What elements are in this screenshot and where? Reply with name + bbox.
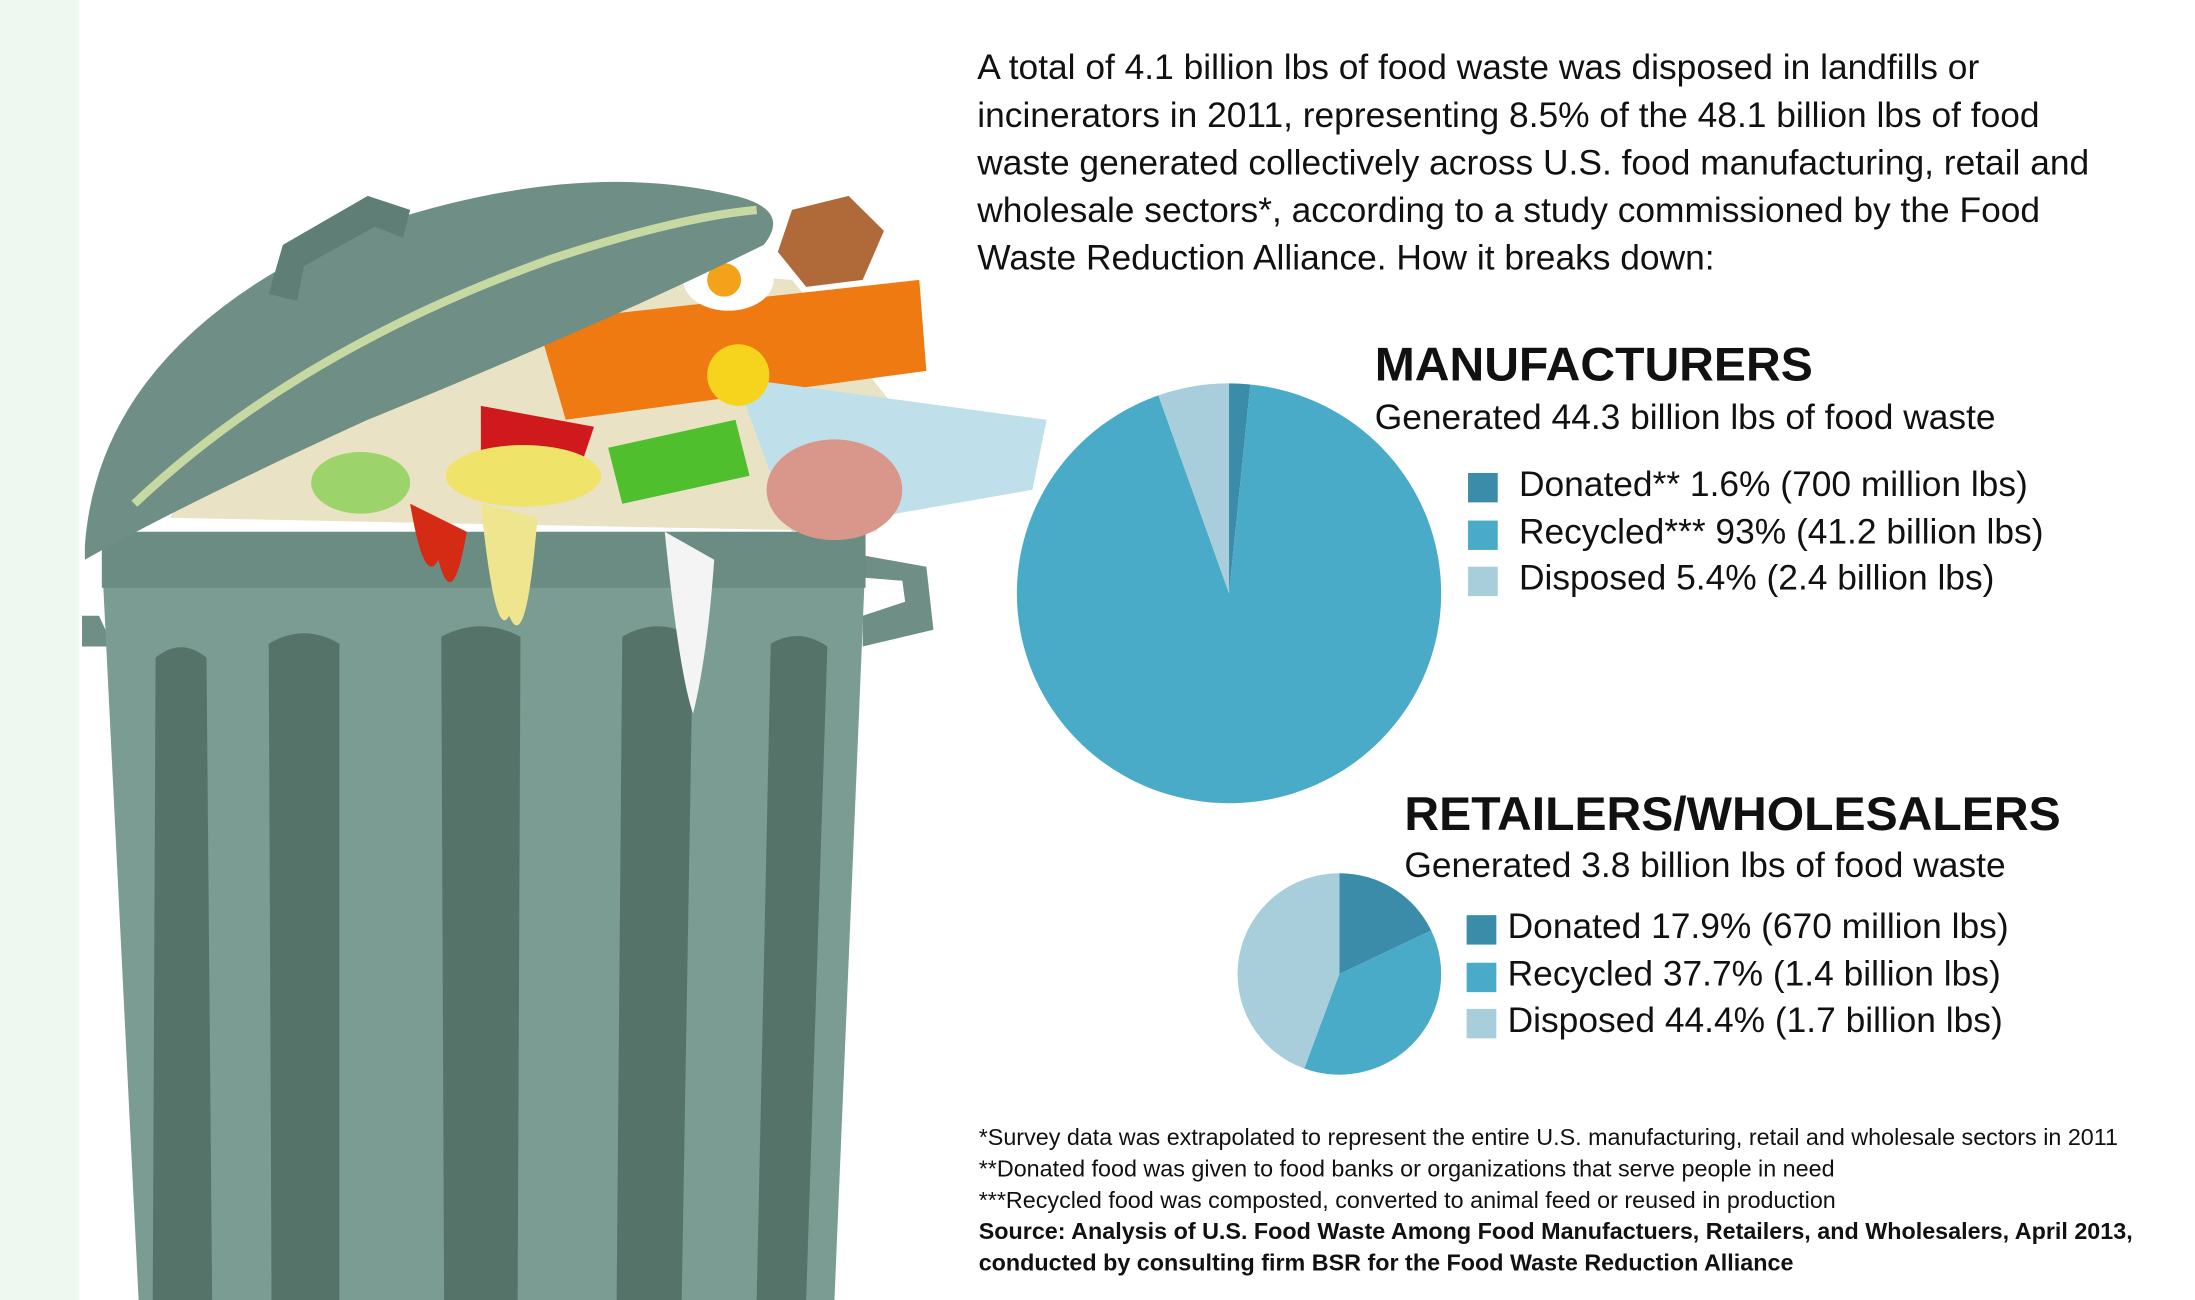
legend-entry: Disposed 44.4% (1.7 billion lbs) bbox=[1508, 1001, 2003, 1040]
legend-swatch bbox=[1467, 963, 1497, 992]
legend-label: Recycled bbox=[1508, 955, 1653, 994]
infographic: A total of 4.1 billion lbs of food waste… bbox=[0, 0, 2195, 1300]
page: A total of 4.1 billion lbs of food waste… bbox=[0, 0, 2195, 1300]
trash-can-illustration bbox=[82, 182, 1047, 1300]
legend-label: Recycled*** bbox=[1519, 513, 1706, 552]
legend-entry: Recycled 37.7% (1.4 billion lbs) bbox=[1508, 955, 2001, 994]
legend-swatch bbox=[1467, 1009, 1497, 1038]
legend-value-label: 37.7% (1.4 billion lbs) bbox=[1663, 955, 2001, 994]
legend-entry: Donated** 1.6% (700 million lbs) bbox=[1519, 465, 2028, 504]
chart-title: MANUFACTURERS bbox=[1375, 339, 1813, 392]
legend-entry: Disposed 5.4% (2.4 billion lbs) bbox=[1519, 559, 1994, 598]
legend-value-label: 17.9% (670 million lbs) bbox=[1651, 908, 2009, 947]
legend-value-label: 5.4% (2.4 billion lbs) bbox=[1676, 559, 1994, 598]
intro-line: waste generated collectively across U.S.… bbox=[976, 144, 2089, 183]
intro-line: A total of 4.1 billion lbs of food waste… bbox=[977, 48, 1979, 87]
legend-label: Donated** bbox=[1519, 465, 1680, 504]
legend-label: Disposed bbox=[1519, 559, 1666, 598]
legend-value-label: 93% (41.2 billion lbs) bbox=[1715, 513, 2043, 552]
intro-line: incinerators in 2011, representing 8.5% … bbox=[977, 96, 2039, 135]
intro-line: Waste Reduction Alliance. How it breaks … bbox=[977, 239, 1714, 278]
legend-value-label: 1.6% (700 million lbs) bbox=[1690, 465, 2028, 504]
legend-entry: Recycled*** 93% (41.2 billion lbs) bbox=[1519, 513, 2044, 552]
legend-swatch bbox=[1468, 521, 1498, 550]
footnote: **Donated food was given to food banks o… bbox=[979, 1156, 1835, 1182]
chart-subtitle: Generated 3.8 billion lbs of food waste bbox=[1404, 846, 2005, 885]
legend-swatch bbox=[1468, 567, 1498, 596]
legend-swatch bbox=[1468, 473, 1498, 502]
source-line: Source: Analysis of U.S. Food Waste Amon… bbox=[979, 1218, 2133, 1244]
legend-entry: Donated 17.9% (670 million lbs) bbox=[1508, 908, 2009, 947]
side-strip bbox=[0, 0, 79, 1300]
chart-title: RETAILERS/WHOLESALERS bbox=[1404, 788, 2060, 841]
footnote: ***Recycled food was composted, converte… bbox=[979, 1187, 1836, 1213]
source-line: conducted by consulting firm BSR for the… bbox=[979, 1250, 1794, 1276]
legend-swatch bbox=[1467, 915, 1497, 944]
legend-label: Disposed bbox=[1508, 1001, 1655, 1040]
chart-subtitle: Generated 44.3 billion lbs of food waste bbox=[1375, 398, 1996, 437]
legend-value-label: 44.4% (1.7 billion lbs) bbox=[1665, 1001, 2003, 1040]
legend-label: Donated bbox=[1508, 908, 1642, 947]
footnote: *Survey data was extrapolated to represe… bbox=[979, 1124, 2118, 1150]
intro-line: wholesale sectors*, according to a study… bbox=[976, 191, 2040, 230]
